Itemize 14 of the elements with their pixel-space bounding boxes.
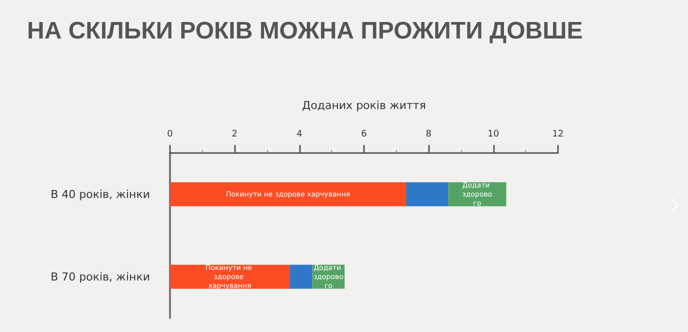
x-tick-label: 0	[167, 130, 174, 140]
y-tick-label: В 70 років, жінки	[50, 270, 150, 284]
bar	[290, 264, 312, 289]
x-tick-label: 2	[232, 130, 238, 140]
x-tick-label: 12	[552, 130, 564, 140]
x-axis-title: Доданих років життя	[302, 99, 426, 112]
x-tick-label: 10	[488, 130, 500, 140]
x-tick-label: 4	[296, 130, 302, 140]
bar	[170, 182, 406, 206]
y-tick-label: В 40 років, жінки	[50, 188, 150, 201]
x-tick-label: 8	[426, 130, 432, 140]
chart-title: НА СКІЛЬКИ РОКІВ МОЖНА ПРОЖИТИ ДОВШЕ	[27, 18, 583, 44]
x-tick-label: 6	[361, 130, 368, 140]
bar	[406, 182, 448, 206]
